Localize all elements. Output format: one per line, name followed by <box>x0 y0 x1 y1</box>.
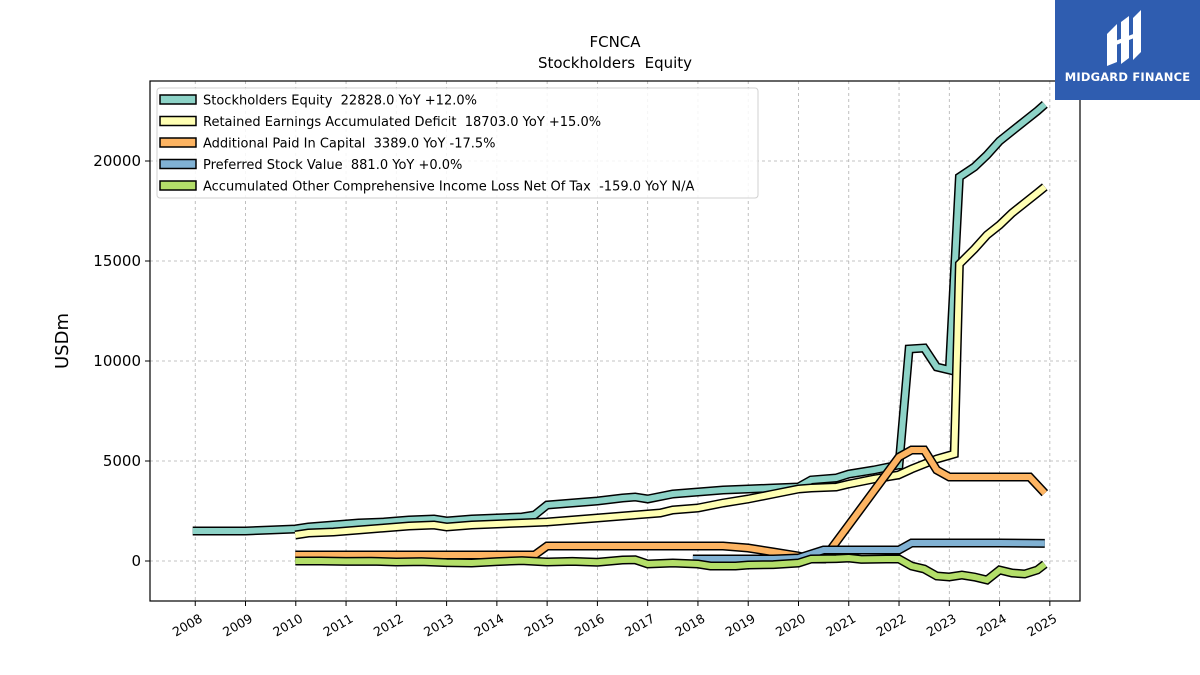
x-tick-label: 2009 <box>220 611 255 640</box>
series-line-5 <box>295 553 1048 585</box>
legend-swatch <box>159 115 197 127</box>
legend-swatch <box>159 158 197 170</box>
x-tick-label: 2016 <box>572 611 607 640</box>
legend-swatch <box>159 94 197 105</box>
y-tick-label: 5000 <box>103 452 141 470</box>
brand-logo: MIDGARD FINANCE <box>1055 0 1200 100</box>
x-tick-label: 2015 <box>522 611 557 640</box>
legend-entry: Stockholders Equity 22828.0 YoY +12.0% <box>203 94 477 109</box>
brand-mark-icon <box>1107 10 1141 66</box>
legend-entry: Retained Earnings Accumulated Deficit 18… <box>203 115 601 130</box>
legend-swatch <box>159 137 197 148</box>
y-axis-label: USDm <box>52 313 73 369</box>
x-tick-label: 2019 <box>723 611 758 640</box>
y-tick-label: 15000 <box>93 252 141 270</box>
x-tick-label: 2024 <box>974 611 1009 640</box>
x-tick-label: 2008 <box>170 611 205 640</box>
x-tick-label: 2013 <box>421 611 456 640</box>
x-tick-label: 2018 <box>672 611 707 640</box>
y-tick-label: 10000 <box>93 352 141 370</box>
y-tick-label: 20000 <box>93 152 141 170</box>
x-tick-label: 2017 <box>622 611 657 640</box>
legend-entry: Preferred Stock Value 881.0 YoY +0.0% <box>203 158 462 173</box>
legend: Stockholders Equity 22828.0 YoY +12.0% Re… <box>156 87 759 199</box>
series-line-2 <box>294 183 1048 540</box>
x-tick-label: 2014 <box>471 611 506 640</box>
series-lines <box>192 101 1049 585</box>
legend-swatch <box>159 180 197 191</box>
chart-subtitle: Stockholders Equity <box>538 54 692 72</box>
legend-entry: Accumulated Other Comprehensive Income L… <box>203 180 694 195</box>
plot-frame <box>149 80 1081 602</box>
legend-box <box>156 87 759 199</box>
x-tick-label: 2022 <box>873 611 908 640</box>
x-tick-label: 2023 <box>924 611 959 640</box>
x-tick-label: 2021 <box>823 611 858 640</box>
y-tick-label: 0 <box>131 552 141 570</box>
series-line-4 <box>692 538 1045 564</box>
legend-entry: Additional Paid In Capital 3389.0 YoY -1… <box>203 137 496 152</box>
x-tick-label: 2025 <box>1024 611 1059 640</box>
x-tick-label: 2011 <box>321 611 356 640</box>
x-tick-label: 2010 <box>270 611 305 640</box>
x-tick-label: 2012 <box>371 611 406 640</box>
series-line-1 <box>192 101 1048 536</box>
x-tick-label: 2020 <box>773 611 808 640</box>
brand-name: MIDGARD FINANCE <box>1064 70 1191 84</box>
chart-title: FCNCA <box>589 33 641 51</box>
